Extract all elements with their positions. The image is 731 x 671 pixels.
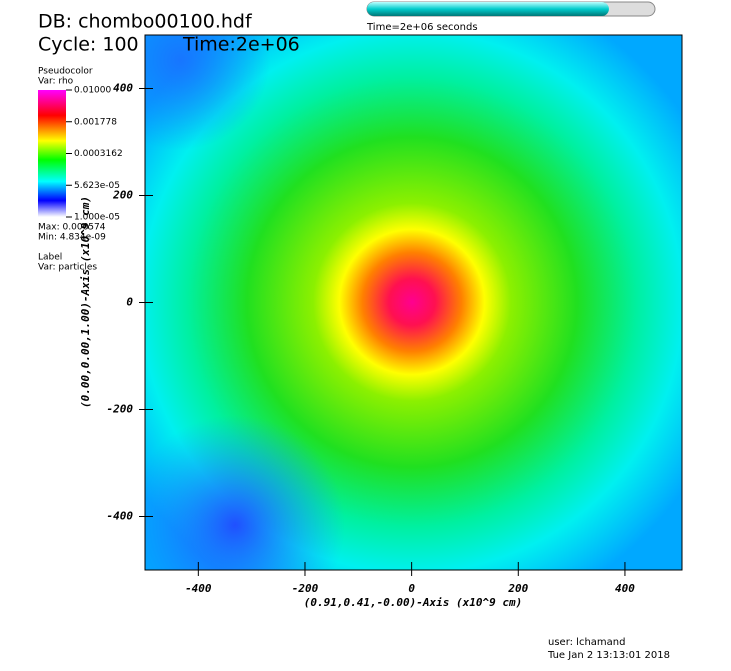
legend-tick-label: 5.623e-05 bbox=[74, 181, 120, 191]
time-slider-label: Time=2e+06 seconds bbox=[366, 22, 478, 33]
x-tick-label: 200 bbox=[507, 582, 528, 595]
y-tick-label: 0 bbox=[126, 296, 133, 309]
time-label: Time:2e+06 bbox=[182, 34, 300, 56]
y-tick-label: 200 bbox=[112, 189, 133, 202]
date-label: Tue Jan 2 13:13:01 2018 bbox=[547, 650, 670, 661]
label-legend-var: Var: particles bbox=[38, 263, 97, 273]
x-tick-label: -400 bbox=[185, 582, 212, 595]
x-axis-label: (0.91,0.41,-0.00)-Axis (x10^9 cm) bbox=[304, 596, 523, 609]
color-bar bbox=[38, 90, 66, 217]
x-tick-label: 0 bbox=[408, 582, 415, 595]
plot-area bbox=[144, 34, 683, 571]
legend-tick-label: 0.01000 bbox=[74, 86, 111, 96]
legend-tick-label: 1.000e-05 bbox=[74, 213, 120, 223]
cycle-label: Cycle: 100 bbox=[38, 34, 139, 56]
x-tick-label: -200 bbox=[292, 582, 319, 595]
legend-max: Max: 0.006574 bbox=[38, 223, 106, 233]
legend-min: Min: 4.834e-09 bbox=[38, 233, 106, 243]
legend-tick-label: 0.0003162 bbox=[74, 149, 123, 159]
x-tick-label: 400 bbox=[615, 582, 635, 595]
time-slider-fill bbox=[367, 2, 609, 16]
legend-tick-label: 0.001778 bbox=[74, 117, 117, 127]
y-tick-label: -400 bbox=[107, 510, 134, 523]
legend-plot: Pseudocolor bbox=[38, 67, 93, 77]
user-label: user: lchamand bbox=[548, 637, 625, 648]
y-tick-label: 400 bbox=[113, 82, 133, 95]
y-tick-label: -200 bbox=[107, 403, 134, 416]
legend-var: Var: rho bbox=[38, 77, 74, 87]
db-label: DB: chombo00100.hdf bbox=[38, 11, 253, 33]
y-axis-label: (0.00,0.00,1.00)-Axis (x10^9 cm) bbox=[79, 196, 92, 408]
low-density-region bbox=[145, 35, 682, 570]
label-legend-plot: Label bbox=[38, 253, 62, 263]
